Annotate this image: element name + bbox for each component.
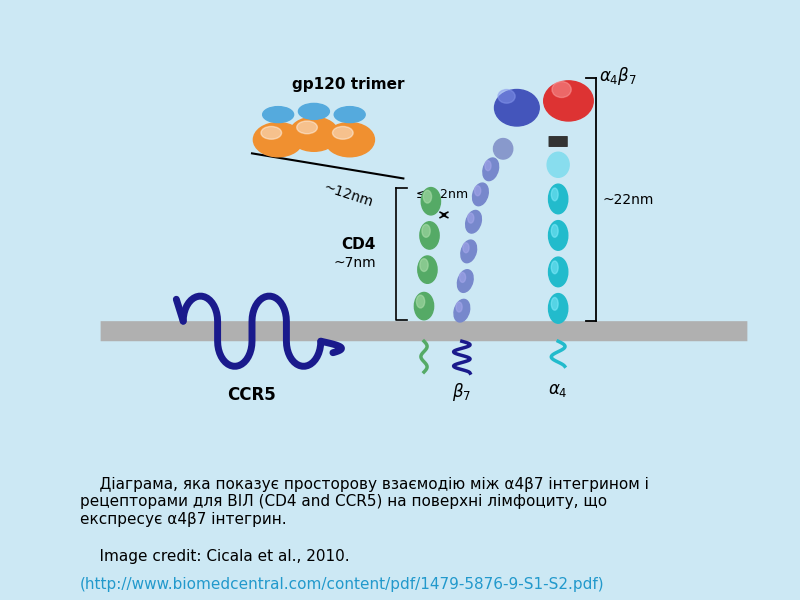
Ellipse shape bbox=[552, 82, 571, 97]
Ellipse shape bbox=[549, 257, 568, 287]
Ellipse shape bbox=[494, 89, 539, 126]
Text: $\alpha_4\beta_7$: $\alpha_4\beta_7$ bbox=[599, 65, 638, 87]
Ellipse shape bbox=[458, 270, 473, 292]
Ellipse shape bbox=[261, 127, 282, 139]
Text: $\alpha_4$: $\alpha_4$ bbox=[548, 382, 568, 400]
FancyBboxPatch shape bbox=[549, 136, 568, 147]
Text: Діаграма, яка показує просторову взаємодію між α4β7 інтегрином і
рецепторами для: Діаграма, яка показує просторову взаємод… bbox=[80, 477, 649, 527]
Text: Image credit: Cicala et al., 2010.: Image credit: Cicala et al., 2010. bbox=[80, 549, 350, 564]
Ellipse shape bbox=[551, 261, 558, 274]
Ellipse shape bbox=[333, 127, 353, 139]
Ellipse shape bbox=[334, 107, 365, 122]
Ellipse shape bbox=[549, 293, 568, 323]
Ellipse shape bbox=[422, 224, 430, 237]
Ellipse shape bbox=[456, 302, 462, 312]
Ellipse shape bbox=[325, 122, 374, 157]
Ellipse shape bbox=[468, 213, 474, 223]
Ellipse shape bbox=[420, 222, 439, 249]
Ellipse shape bbox=[454, 299, 470, 322]
Text: ~7nm: ~7nm bbox=[334, 256, 376, 270]
Ellipse shape bbox=[418, 256, 437, 283]
Ellipse shape bbox=[254, 122, 303, 157]
Ellipse shape bbox=[494, 139, 513, 159]
Ellipse shape bbox=[551, 188, 558, 201]
Ellipse shape bbox=[420, 259, 428, 271]
Ellipse shape bbox=[485, 161, 491, 170]
Ellipse shape bbox=[262, 107, 294, 122]
Ellipse shape bbox=[549, 184, 568, 214]
Text: CD4: CD4 bbox=[342, 237, 376, 252]
Ellipse shape bbox=[498, 89, 515, 103]
Ellipse shape bbox=[297, 121, 318, 134]
Ellipse shape bbox=[466, 211, 482, 233]
Ellipse shape bbox=[473, 183, 488, 206]
Ellipse shape bbox=[414, 292, 434, 320]
Text: (http://www.biomedcentral.com/content/pdf/1479-5876-9-S1-S2.pdf): (http://www.biomedcentral.com/content/pd… bbox=[80, 577, 605, 592]
Text: $\beta_7$: $\beta_7$ bbox=[452, 382, 471, 403]
Text: $\leq$1.2nm: $\leq$1.2nm bbox=[413, 188, 468, 201]
Text: CCR5: CCR5 bbox=[228, 386, 276, 404]
Ellipse shape bbox=[463, 243, 469, 253]
Ellipse shape bbox=[459, 272, 466, 283]
Ellipse shape bbox=[551, 298, 558, 310]
Text: ~22nm: ~22nm bbox=[603, 193, 654, 206]
Ellipse shape bbox=[422, 188, 441, 215]
Ellipse shape bbox=[483, 158, 498, 181]
Text: ~12nm: ~12nm bbox=[322, 181, 375, 210]
Ellipse shape bbox=[461, 240, 477, 263]
Ellipse shape bbox=[289, 117, 338, 151]
Ellipse shape bbox=[549, 221, 568, 250]
Ellipse shape bbox=[547, 152, 569, 178]
FancyBboxPatch shape bbox=[101, 321, 747, 341]
Ellipse shape bbox=[417, 295, 425, 308]
Text: gp120 trimer: gp120 trimer bbox=[292, 77, 405, 92]
Ellipse shape bbox=[474, 186, 481, 196]
Ellipse shape bbox=[423, 190, 431, 203]
Ellipse shape bbox=[298, 103, 330, 119]
Ellipse shape bbox=[551, 224, 558, 237]
Ellipse shape bbox=[544, 81, 594, 121]
